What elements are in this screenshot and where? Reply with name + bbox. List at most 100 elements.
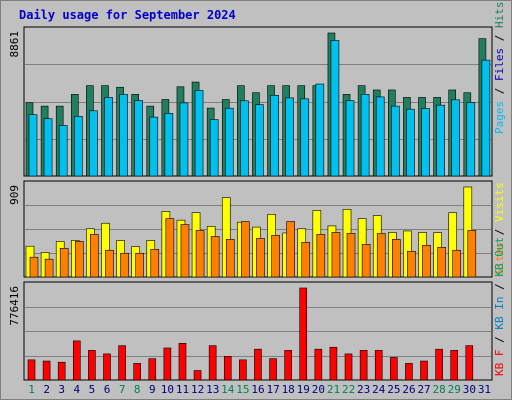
pages-bar [391, 105, 400, 177]
pages-bar [149, 116, 159, 177]
sites-bar [135, 252, 144, 278]
pages-bar [375, 96, 385, 177]
sites-bar [120, 252, 129, 278]
sites-bar [467, 230, 477, 278]
sites-bar [452, 249, 462, 278]
kb-bar [329, 346, 338, 381]
day-label: 11 [176, 383, 189, 396]
sites-bar [74, 241, 84, 278]
pages-bar [194, 90, 204, 177]
day-label: 18 [282, 383, 295, 396]
pages-bar [209, 119, 219, 177]
sites-bar [180, 224, 190, 278]
legend-hits-part: / [493, 28, 506, 48]
pages-bar [421, 108, 430, 177]
legend-kb-part: / [493, 277, 506, 297]
sites-bar [256, 238, 265, 278]
day-label: 2 [43, 383, 50, 396]
day-label: 31 [478, 383, 491, 396]
legend-hits-part: Files [493, 48, 506, 81]
ymax-label: 8861 [8, 31, 21, 58]
kb-bar [223, 356, 232, 381]
day-label: 19 [297, 383, 310, 396]
pages-bar [58, 125, 68, 177]
kb-bar [405, 363, 413, 381]
sites-bar [301, 242, 311, 278]
pages-bar [179, 102, 189, 177]
kb-bar [344, 353, 353, 381]
day-label: 17 [266, 383, 279, 396]
pages-bar [315, 83, 325, 177]
kb-bar [103, 353, 111, 381]
day-label: 23 [357, 383, 370, 396]
kb-bar [359, 350, 368, 381]
day-label: 7 [119, 383, 126, 396]
pages-bar [89, 110, 98, 177]
kb-bar [88, 350, 96, 381]
ymax-label: 909 [8, 185, 21, 205]
kb-bar [435, 348, 443, 381]
kb-bar [284, 350, 292, 381]
kb-bar [42, 360, 51, 381]
kb-bar [374, 350, 383, 381]
pages-bar [134, 100, 143, 177]
legend-hits-part: Hits [493, 2, 506, 29]
kb-bar [314, 348, 323, 381]
sites-bar [392, 239, 401, 278]
pages-bar [104, 97, 113, 177]
kb-bar [57, 361, 66, 381]
legend-visits-part: / [493, 222, 506, 242]
day-label: 24 [372, 383, 386, 396]
day-label: 9 [149, 383, 156, 396]
kb-bar [193, 370, 202, 381]
pages-bar [119, 94, 128, 177]
day-label: 8 [134, 383, 141, 396]
kb-bar [133, 363, 141, 381]
legend-hits-part: / [493, 81, 506, 101]
legend-kb-part: / [493, 330, 506, 350]
sites-bar [225, 239, 235, 278]
sites-bar [105, 249, 114, 278]
kb-bar [163, 347, 172, 381]
pages-bar [466, 102, 476, 177]
pages-bar [481, 59, 491, 177]
legend-kb: KB F / KB In / KB Out [493, 237, 506, 376]
legend-visits-part: Sites [493, 242, 506, 275]
legend-hits: Pages / Files / Hits [493, 2, 506, 135]
day-label: 16 [251, 383, 264, 396]
day-label: 22 [342, 383, 355, 396]
sites-bar [407, 250, 416, 278]
kb-bar [178, 342, 187, 381]
kb-bar [299, 287, 308, 381]
sites-bar [437, 246, 446, 278]
sites-bar [286, 221, 295, 278]
kb-bar [269, 358, 277, 381]
pages-bar [240, 100, 249, 177]
day-label: 21 [327, 383, 340, 396]
pages-bar [300, 98, 310, 177]
sites-bar [195, 230, 205, 278]
kb-bar [118, 345, 126, 381]
kb-bar [72, 340, 81, 381]
sites-bar [210, 236, 220, 278]
pages-bar [28, 114, 38, 177]
pages-bar [164, 113, 174, 177]
sites-bar [90, 234, 99, 278]
pages-bar [360, 94, 370, 177]
sites-bar [316, 234, 326, 278]
kb-bar [450, 350, 459, 381]
ymax-label: 776416 [8, 286, 21, 326]
sites-bar [271, 235, 280, 278]
pages-bar [345, 100, 355, 177]
pages-bar [451, 99, 461, 177]
kb-bar [420, 360, 428, 381]
sites-bar [59, 247, 69, 278]
chart-title: Daily usage for September 2024 [19, 8, 236, 22]
pages-bar [330, 40, 340, 177]
sites-bar [165, 218, 175, 278]
pages-bar [285, 97, 294, 177]
day-label: 20 [312, 383, 325, 396]
day-label: 25 [387, 383, 400, 396]
legend-visits-part: Visits [493, 182, 506, 222]
